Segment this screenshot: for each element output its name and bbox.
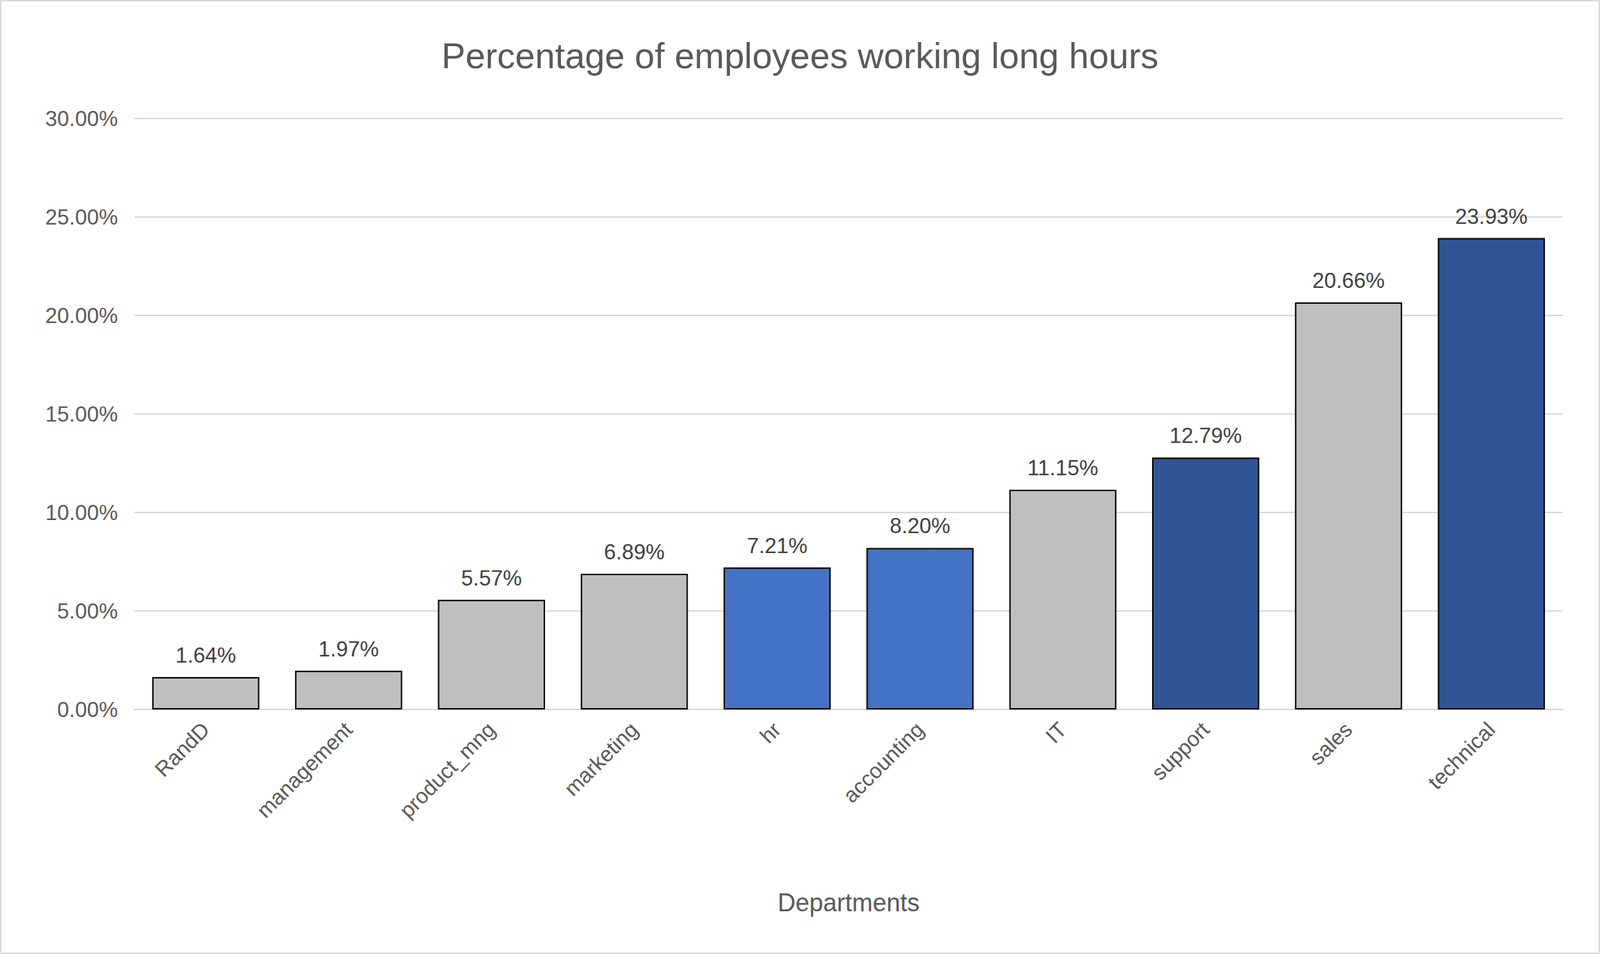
- svg-text:IT: IT: [1041, 718, 1072, 749]
- svg-text:1.97%: 1.97%: [318, 637, 379, 662]
- svg-text:Departments: Departments: [777, 888, 920, 918]
- svg-text:RandD: RandD: [150, 718, 215, 783]
- svg-text:8.20%: 8.20%: [889, 514, 951, 539]
- svg-text:15.00%: 15.00%: [45, 402, 118, 427]
- svg-text:product_mng: product_mng: [394, 718, 501, 824]
- svg-text:marketing: marketing: [559, 718, 643, 802]
- svg-text:accounting: accounting: [838, 718, 929, 809]
- svg-text:management: management: [252, 717, 358, 823]
- svg-text:25.00%: 25.00%: [45, 205, 118, 230]
- svg-text:12.79%: 12.79%: [1169, 423, 1242, 448]
- svg-text:sales: sales: [1305, 718, 1358, 771]
- svg-text:0.00%: 0.00%: [57, 698, 118, 723]
- svg-text:20.66%: 20.66%: [1311, 268, 1385, 293]
- svg-text:support: support: [1146, 717, 1215, 785]
- svg-text:30.00%: 30.00%: [45, 106, 118, 131]
- svg-text:5.00%: 5.00%: [57, 599, 118, 624]
- svg-text:23.93%: 23.93%: [1455, 204, 1528, 229]
- svg-text:Percentage of employees workin: Percentage of employees working long hou…: [441, 35, 1160, 76]
- svg-text:11.15%: 11.15%: [1027, 456, 1099, 481]
- svg-text:10.00%: 10.00%: [45, 500, 118, 526]
- svg-text:hr: hr: [755, 718, 786, 749]
- svg-text:6.89%: 6.89%: [604, 540, 665, 565]
- svg-text:7.21%: 7.21%: [746, 534, 808, 559]
- svg-text:20.00%: 20.00%: [45, 303, 118, 328]
- svg-text:technical: technical: [1422, 718, 1500, 795]
- svg-text:1.64%: 1.64%: [175, 643, 237, 668]
- svg-text:5.57%: 5.57%: [460, 566, 522, 591]
